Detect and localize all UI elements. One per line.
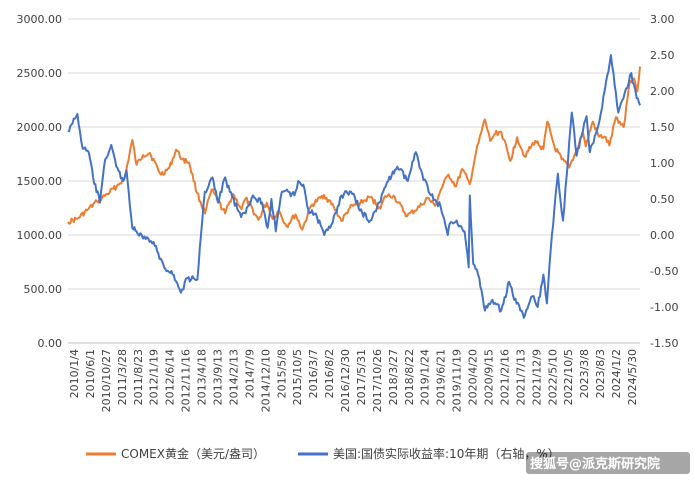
x-axis-ticks: 2010/1/4 2010/6/1 2010/10/27 2011/3/28 2011/…: [68, 349, 639, 412]
x-tick-label: 2010/1/4: [68, 349, 81, 398]
x-tick-label: 2015/10/5: [291, 349, 304, 405]
x-tick-label: 2019/6/21: [435, 349, 448, 405]
left-tick-label: 500.00: [24, 283, 63, 296]
right-tick-label: -0.50: [650, 265, 678, 278]
x-tick-label: 2023/8/3: [594, 349, 607, 398]
x-tick-label: 2019/11/19: [451, 349, 464, 412]
left-tick-label: 2000.00: [17, 121, 63, 134]
right-tick-label: 1.00: [650, 157, 675, 170]
legend-label-gold: COMEX黄金（美元/盎司）: [121, 446, 265, 461]
x-tick-label: 2024/5/30: [626, 349, 639, 405]
x-tick-label: 2020/9/15: [483, 349, 496, 405]
x-tick-label: 2010/10/27: [100, 349, 113, 412]
right-tick-label: 0.00: [650, 229, 675, 242]
x-tick-label: 2014/2/13: [227, 349, 240, 405]
x-tick-label: 2016/3/7: [307, 349, 320, 398]
x-tick-label: 2014/7/9: [243, 349, 256, 398]
x-tick-label: 2014/12/10: [259, 349, 272, 412]
x-tick-label: 2021/12/9: [530, 349, 543, 405]
left-tick-label: 1000.00: [17, 229, 63, 242]
watermark-background: [526, 452, 690, 474]
right-tick-label: 3.00: [650, 13, 675, 26]
x-tick-label: 2021/7/13: [514, 349, 527, 405]
x-tick-label: 2023/3/8: [578, 349, 591, 398]
x-tick-label: 2016/12/30: [339, 349, 352, 412]
series-layer: [67, 54, 641, 319]
x-tick-label: 2019/1/24: [419, 349, 432, 405]
x-tick-label: 2012/6/14: [164, 349, 177, 405]
left-tick-label: 2500.00: [17, 67, 63, 80]
left-tick-label: 1500.00: [17, 175, 63, 188]
x-tick-label: 2022/10/5: [562, 349, 575, 405]
gridlines: [68, 18, 640, 290]
x-tick-label: 2017/10/26: [371, 349, 384, 412]
x-tick-label: 2013/4/18: [196, 349, 209, 405]
x-tick-label: 2013/9/13: [211, 349, 224, 405]
x-tick-label: 2021/2/16: [498, 349, 511, 405]
x-tick-label: 2011/8/23: [132, 349, 145, 405]
x-tick-label: 2011/3/28: [116, 349, 129, 405]
x-tick-label: 2012/11/16: [180, 349, 193, 412]
right-axis-ticks: -1.50 -1.00 -0.50 0.00 0.50 1.00 1.50 2.00 2.50 3…: [650, 13, 678, 350]
x-tick-label: 2010/6/1: [84, 349, 97, 398]
left-axis-ticks: 0.00 500.00 1000.00 1500.00 2000.00 2500.00 30…: [17, 13, 63, 350]
gold-price-line: [67, 66, 641, 231]
legend: COMEX黄金（美元/盎司） 美国:国债实际收益率:10年期（右轴，%）: [86, 446, 560, 461]
right-tick-label: -1.00: [650, 301, 678, 314]
x-tick-label: 2024/1/2: [610, 349, 623, 398]
x-tick-label: 2017/5/31: [355, 349, 368, 405]
x-tick-label: 2020/4/20: [467, 349, 480, 405]
left-tick-label: 0.00: [38, 337, 63, 350]
real-yield-line: [67, 54, 641, 319]
x-tick-label: 2015/5/8: [275, 349, 288, 398]
x-tick-label: 2012/1/19: [148, 349, 161, 405]
x-tick-label: 2018/3/27: [387, 349, 400, 405]
right-tick-label: 0.50: [650, 193, 675, 206]
left-tick-label: 3000.00: [17, 13, 63, 26]
right-tick-label: -1.50: [650, 337, 678, 350]
legend-label-yield: 美国:国债实际收益率:10年期（右轴，%）: [333, 446, 560, 461]
watermark-text: 搜狐号@派克斯研究院: [530, 456, 660, 472]
x-tick-label: 2022/5/10: [546, 349, 559, 405]
right-tick-label: 2.00: [650, 85, 675, 98]
right-tick-label: 1.50: [650, 121, 675, 134]
right-tick-label: 2.50: [650, 49, 675, 62]
x-tick-label: 2018/8/22: [403, 349, 416, 405]
watermark: 搜狐号@派克斯研究院: [526, 452, 690, 474]
x-tick-label: 2016/8/2: [323, 349, 336, 398]
